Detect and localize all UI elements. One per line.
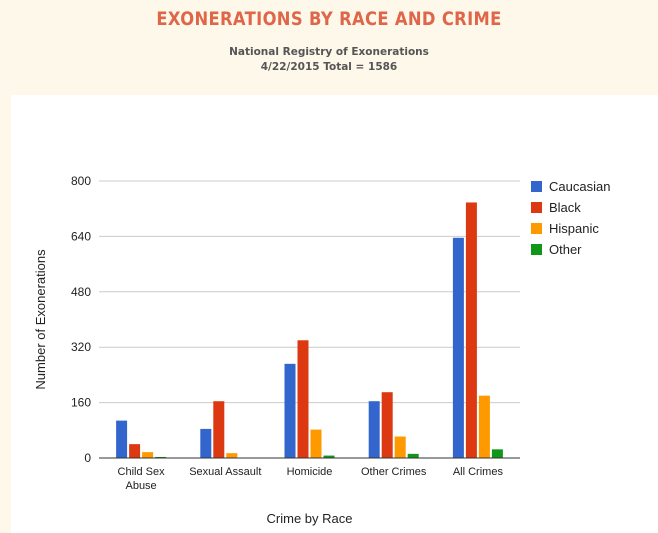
bar-chart: 0 160 320 480 640 800 Child Sex Abuse Sexual Ass… — [33, 174, 610, 526]
bar-black — [129, 444, 141, 458]
bar-caucasian — [116, 420, 128, 458]
y-tick-label: 800 — [71, 174, 91, 188]
source-subtitle: National Registry of Exonerations — [229, 46, 429, 58]
bar-caucasian — [452, 237, 464, 458]
x-tick-label: Other Crimes — [361, 466, 427, 478]
x-axis-title: Crime by Race — [267, 511, 353, 526]
bar-hispanic — [142, 452, 154, 458]
x-tick-label: Abuse — [125, 480, 156, 492]
bar-black — [297, 340, 309, 458]
bar-black — [381, 392, 393, 458]
legend-swatch-black — [531, 202, 542, 213]
legend-swatch-hispanic — [531, 223, 542, 234]
y-tick-label: 640 — [71, 229, 91, 243]
x-tick-label: All Crimes — [453, 466, 504, 478]
y-axis-title: Number of Exonerations — [33, 249, 48, 390]
legend-label-other: Other — [549, 242, 582, 257]
page-title: EXONERATIONS BY RACE AND CRIME — [156, 8, 502, 30]
legend-swatch-other — [531, 244, 542, 255]
chart-panel: 0 160 320 480 640 800 Child Sex Abuse Sexual Ass… — [11, 95, 658, 533]
bar-caucasian — [284, 363, 296, 458]
bar-other — [407, 453, 419, 458]
legend-label-black: Black — [549, 200, 581, 215]
y-tick-label: 320 — [71, 340, 91, 354]
bar-other — [323, 455, 335, 458]
x-tick-label: Homicide — [287, 466, 333, 478]
bar-other — [491, 449, 503, 458]
bar-black — [213, 401, 225, 458]
y-tick-label: 160 — [71, 396, 91, 410]
bar-hispanic — [226, 453, 238, 458]
legend-swatch-caucasian — [531, 181, 542, 192]
bar-hispanic — [310, 429, 322, 458]
bar-other — [155, 456, 167, 458]
x-tick-label: Sexual Assault — [189, 466, 261, 478]
x-tick-label: Child Sex — [118, 466, 166, 478]
bar-black — [465, 202, 477, 458]
bar-hispanic — [478, 395, 490, 458]
bar-caucasian — [200, 428, 212, 458]
page-header: EXONERATIONS BY RACE AND CRIME National … — [0, 0, 658, 95]
legend-label-caucasian: Caucasian — [549, 179, 610, 194]
legend-label-hispanic: Hispanic — [549, 221, 599, 236]
date-total-subtitle: 4/22/2015 Total = 1586 — [260, 61, 398, 73]
bar-hispanic — [394, 436, 406, 458]
bar-caucasian — [368, 401, 380, 458]
y-tick-label: 480 — [71, 285, 91, 299]
y-tick-label: 0 — [84, 451, 91, 465]
